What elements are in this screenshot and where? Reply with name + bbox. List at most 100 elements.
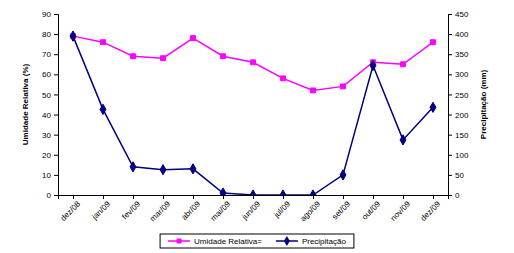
y2-axis-tick-label: 200 — [455, 111, 469, 120]
y-axis-tick: 60 — [42, 70, 58, 79]
y-axis-tick-label: 90 — [42, 10, 51, 19]
y-axis-tick-label: 50 — [42, 91, 51, 100]
y-axis-tick: 10 — [42, 171, 58, 180]
x-axis-tick: set/09 — [330, 195, 352, 221]
x-axis-tick-label: dez/09 — [419, 199, 443, 223]
x-axis-tick-label: ago/09 — [298, 199, 322, 223]
series-marker — [401, 62, 406, 67]
y-axis-tick-mark — [54, 115, 58, 116]
legend-box — [160, 234, 354, 248]
x-axis-tick-label: nov/09 — [389, 199, 413, 223]
x-axis-tick-mark — [433, 195, 434, 199]
x-axis-tick-label: fev/09 — [120, 199, 142, 221]
y2-axis-tick-mark — [448, 135, 452, 136]
y-axis-line — [54, 15, 59, 196]
x-axis-tick-mark — [343, 195, 344, 199]
series-marker — [400, 135, 406, 145]
y2-axis-tick-mark — [448, 175, 452, 176]
x-axis-tick: nov/09 — [389, 195, 413, 223]
legend-marker — [177, 239, 182, 244]
series-marker — [370, 60, 376, 70]
y-axis-tick: 70 — [42, 50, 58, 59]
x-axis-tick-label: mar/09 — [148, 199, 172, 223]
x-axis-tick-mark — [193, 195, 194, 199]
y2-axis-tick-mark — [448, 54, 452, 55]
x-axis-tick-label: out/09 — [360, 199, 382, 221]
y-axis-tick-label: 30 — [42, 131, 51, 140]
y2-axis-tick-mark — [448, 34, 452, 35]
x-axis-tick-mark — [163, 195, 164, 199]
x-axis-tick-mark — [133, 195, 134, 199]
series-marker — [430, 102, 436, 112]
y-axis-tick: 0 — [47, 191, 58, 200]
y2-axis-tick-label: 100 — [455, 151, 469, 160]
y2-axis-tick: 300 — [448, 70, 469, 79]
series-marker — [101, 40, 106, 45]
legend-marker — [284, 236, 290, 246]
y2-axis-tick-label: 250 — [455, 91, 469, 100]
x-axis-tick-label: jul/09 — [272, 199, 293, 220]
y-axis: 0 10 20 30 40 50 60 70 80 90 — [42, 10, 58, 200]
y-axis-tick-mark — [54, 14, 58, 15]
x-axis-tick-mark — [73, 195, 74, 199]
y-axis-tick: 20 — [42, 151, 58, 160]
x-axis-tick: dez/09 — [419, 195, 443, 223]
series-marker — [431, 40, 436, 45]
legend-item: Precipitação — [276, 236, 347, 246]
y2-axis-tick: 250 — [448, 91, 469, 100]
series-marker — [281, 76, 286, 81]
series-marker — [131, 54, 136, 59]
series-marker — [161, 56, 166, 61]
x-axis-tick-mark — [223, 195, 224, 199]
series-marker — [221, 54, 226, 59]
series-marker — [340, 170, 346, 180]
series-marker — [70, 31, 76, 41]
y-axis-tick: 50 — [42, 91, 58, 100]
x-axis-tick: fev/09 — [120, 195, 142, 221]
y2-axis-tick-mark — [448, 94, 452, 95]
x-axis-tick: mar/09 — [148, 195, 172, 224]
x-axis-tick: out/09 — [360, 195, 382, 222]
series-marker — [190, 164, 196, 174]
x-axis-tick: mai/09 — [209, 195, 233, 223]
x-axis-line — [59, 196, 449, 200]
x-axis-tick: jan/09 — [90, 195, 113, 222]
series-marker — [280, 190, 286, 195]
y2-axis-tick-label: 400 — [455, 30, 469, 39]
y-axis-tick-label: 80 — [42, 30, 51, 39]
series-marker — [160, 165, 166, 175]
series-marker — [250, 190, 256, 195]
x-axis-tick-mark — [103, 195, 104, 199]
y2-axis-tick-label: 0 — [455, 191, 460, 200]
y2-axis-tick: 450 — [448, 10, 469, 19]
series-marker — [310, 190, 316, 195]
legend: Umidade Relativa= Precipitação — [160, 234, 354, 248]
y2-axis-tick-mark — [448, 155, 452, 156]
y2-axis-tick: 350 — [448, 50, 469, 59]
plot-area: 0 10 20 30 40 50 60 70 80 90 0 50 100 150 200 250 300 350… — [21, 10, 488, 223]
series-marker — [191, 36, 196, 41]
legend-label: Precipitação — [302, 237, 347, 246]
x-axis-tick-label: jun/09 — [240, 199, 263, 222]
x-axis-tick-label: mai/09 — [209, 199, 233, 223]
y2-axis-tick: 100 — [448, 151, 469, 160]
y-axis-tick: 80 — [42, 30, 58, 39]
y-axis-tick-mark — [54, 34, 58, 35]
y-axis-tick-mark — [54, 155, 58, 156]
series-marker — [251, 60, 256, 65]
y2-axis-tick-label: 50 — [455, 171, 464, 180]
y-axis-tick-label: 20 — [42, 151, 51, 160]
series-marker — [220, 188, 226, 195]
y2-axis: 0 50 100 150 200 250 300 350 400 450 — [448, 10, 469, 200]
y-axis-tick: 40 — [42, 111, 58, 120]
series-marker — [130, 162, 136, 172]
x-axis: dez/08jan/09fev/09mar/09abr/09mai/09jun/… — [59, 195, 449, 224]
series-marker — [341, 84, 346, 89]
x-axis-tick-label: set/09 — [330, 199, 352, 221]
y-axis-title: Umidade Relativa (%) — [21, 63, 30, 145]
x-axis-tick: jun/09 — [240, 195, 263, 222]
y2-axis-tick-label: 150 — [455, 131, 469, 140]
y-axis-tick-mark — [54, 74, 58, 75]
x-axis-tick: ago/09 — [298, 195, 322, 223]
legend-item: Umidade Relativa= — [168, 237, 262, 246]
